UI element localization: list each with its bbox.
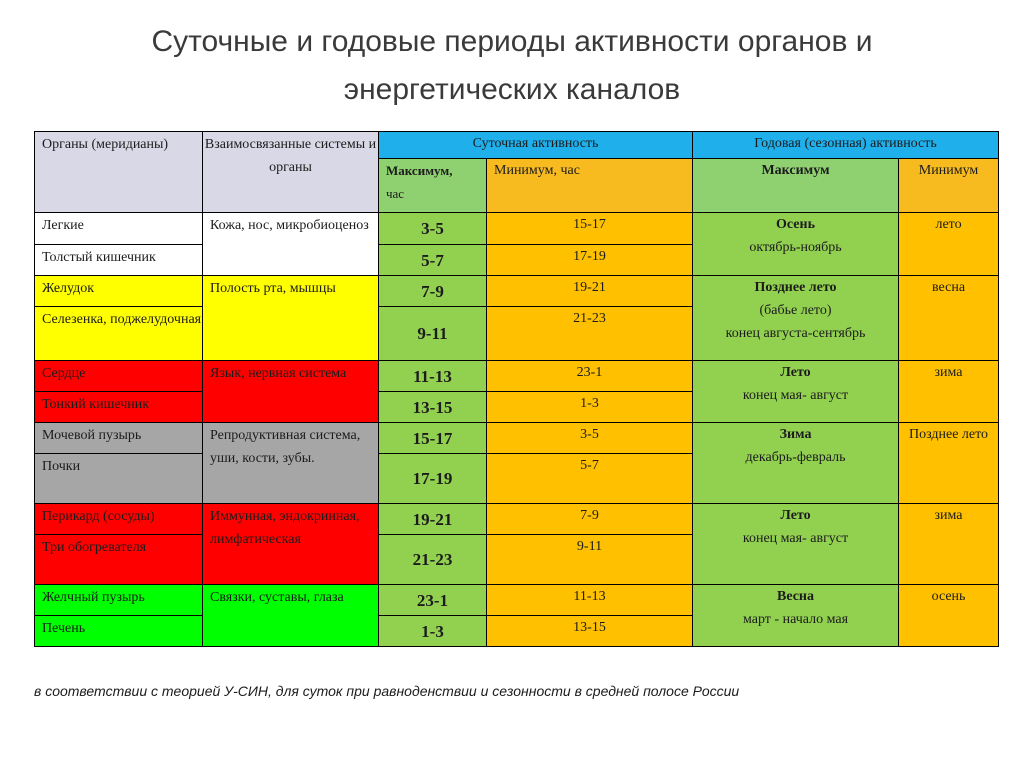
header-daily: Суточная активность (377, 131, 694, 159)
organ-cell: Сердце (34, 360, 203, 392)
organ-cell: Мочевой пузырь (34, 422, 203, 454)
season-min-cell: зима (898, 360, 1000, 423)
season-min-cell: лето (898, 212, 1000, 276)
header-systems: Взаимосвязанные системы и органы (202, 131, 379, 213)
daily-min-cell: 1-3 (485, 391, 694, 423)
systems-cell: Полость рта, мышцы (202, 275, 379, 361)
season-max-cell: Зима декабрь-февраль (692, 422, 900, 504)
daily-min-cell: 19-21 (485, 275, 694, 307)
organ-cell: Перикард (сосуды) (34, 503, 203, 535)
season-period: декабрь-февраль (745, 450, 846, 465)
daily-min-cell: 13-15 (485, 615, 694, 647)
daily-min-cell: 5-7 (485, 453, 694, 504)
season-title: Позднее лето (754, 280, 837, 295)
daily-min-cell: 7-9 (485, 503, 694, 535)
season-period: конец августа-сентябрь (725, 326, 866, 341)
daily-max-cell: 17-19 (378, 453, 487, 504)
daily-max-cell: 23-1 (378, 584, 487, 616)
season-title: Лето (780, 508, 811, 523)
daily-max-cell: 9-11 (378, 306, 487, 361)
organ-cell: Почки (34, 453, 203, 504)
systems-cell: Связки, суставы, глаза (202, 584, 379, 647)
header-yearly-min: Минимум (898, 158, 1000, 213)
season-title: Лето (780, 365, 811, 380)
daily-max-cell: 21-23 (378, 534, 487, 585)
organ-activity-table: Органы (меридианы) Взаимосвязанные систе… (34, 131, 1000, 647)
daily-max-cell: 11-13 (378, 360, 487, 392)
daily-min-cell: 9-11 (485, 534, 694, 585)
daily-max-cell: 1-3 (378, 615, 487, 647)
systems-cell: Иммунная, эндокринная, лимфатическая (202, 503, 379, 585)
organ-cell: Желудок (34, 275, 203, 307)
header-organs: Органы (меридианы) (34, 131, 203, 213)
season-max-cell: Позднее лето (бабье лето) конец августа-… (692, 275, 900, 361)
season-max-cell: Лето конец мая- август (692, 503, 900, 585)
season-max-cell: Весна март - начало мая (692, 584, 900, 647)
organ-cell: Селезенка, поджелудочная (34, 306, 203, 361)
page-title: Суточные и годовые периоды активности ор… (0, 18, 1024, 114)
season-min-cell: зима (898, 503, 1000, 585)
season-subtitle: (бабье лето) (759, 303, 832, 318)
organ-cell: Печень (34, 615, 203, 647)
daily-min-cell: 15-17 (485, 212, 694, 245)
season-period: октябрь-ноябрь (749, 240, 842, 255)
daily-max-cell: 3-5 (378, 212, 487, 245)
systems-cell: Репродуктивная система, уши, кости, зубы… (202, 422, 379, 504)
organ-cell: Желчный пузырь (34, 584, 203, 616)
daily-min-cell: 3-5 (485, 422, 694, 454)
season-period: конец мая- август (742, 388, 849, 403)
season-title: Зима (779, 427, 812, 442)
daily-max-cell: 13-15 (378, 391, 487, 423)
season-min-cell: Позднее лето (898, 422, 1000, 504)
daily-min-cell: 17-19 (485, 244, 694, 276)
organ-cell: Легкие (34, 212, 203, 245)
title-line-1: Суточные и годовые периоды активности ор… (151, 25, 873, 58)
organ-cell: Тонкий кишечник (34, 391, 203, 423)
header-yearly: Годовая (сезонная) активность (692, 131, 1000, 159)
systems-cell: Кожа, нос, микробиоценоз (202, 212, 379, 276)
daily-max-cell: 15-17 (378, 422, 487, 454)
header-daily-max: Максимум, час (378, 158, 487, 213)
organ-cell: Три обогревателя (34, 534, 203, 585)
organ-cell: Толстый кишечник (34, 244, 203, 276)
season-max-cell: Осень октябрь-ноябрь (692, 212, 900, 276)
daily-min-cell: 23-1 (485, 360, 694, 392)
season-period: март - начало мая (743, 612, 849, 627)
season-max-cell: Лето конец мая- август (692, 360, 900, 423)
header-yearly-max: Максимум (692, 158, 900, 213)
footnote: в соответствии с теорией У-СИН, для суто… (34, 683, 740, 699)
title-line-2: энергетических каналов (343, 73, 681, 106)
header-daily-min: Минимум, час (485, 158, 694, 213)
daily-max-cell: 5-7 (378, 244, 487, 276)
season-title: Весна (777, 589, 815, 604)
daily-max-cell: 19-21 (378, 503, 487, 535)
daily-min-cell: 11-13 (485, 584, 694, 616)
daily-max-cell: 7-9 (378, 275, 487, 307)
season-min-cell: осень (898, 584, 1000, 647)
season-title: Осень (776, 217, 815, 232)
daily-min-cell: 21-23 (485, 306, 694, 361)
season-period: конец мая- август (742, 531, 849, 546)
systems-cell: Язык, нервная система (202, 360, 379, 423)
season-min-cell: весна (898, 275, 1000, 361)
